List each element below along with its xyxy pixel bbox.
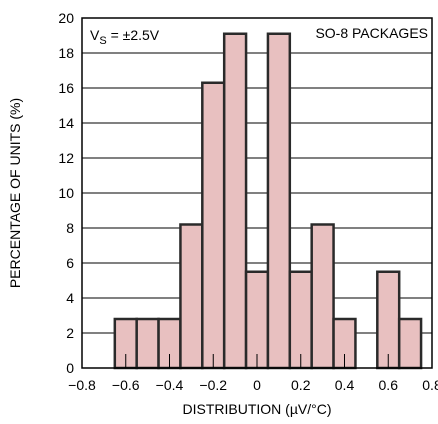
histogram-bar	[244, 270, 270, 370]
histogram-bar	[397, 317, 423, 370]
y-tick-label: 10	[58, 185, 74, 201]
x-tick-labels: −0.8 −0.6 −0.4 −0.2 0 0.2 0.4 0.6 0.8	[68, 354, 438, 393]
x-tick-label: 0.2	[291, 377, 311, 393]
y-tick-label: 6	[66, 255, 74, 271]
y-tick-label: 18	[58, 45, 74, 61]
y-tick-label: 12	[58, 150, 74, 166]
histogram-bar	[288, 270, 313, 370]
histogram-bars	[113, 32, 423, 370]
x-tick-label: 0.6	[379, 377, 399, 393]
y-tick-label: 20	[58, 10, 74, 26]
x-tick-label: −0.8	[68, 377, 96, 393]
grid-lines	[82, 52, 432, 334]
x-tick-label: −0.2	[199, 377, 227, 393]
y-axis-label: PERCENTAGE OF UNITS (%)	[7, 98, 23, 288]
y-tick-label: 14	[58, 115, 74, 131]
y-tick-label: 16	[58, 80, 74, 96]
x-tick-label: 0	[253, 377, 261, 393]
x-tick-label: −0.6	[112, 377, 140, 393]
histogram-bar	[266, 32, 292, 370]
y-tick-label: 0	[66, 360, 74, 376]
x-tick-label: 0.8	[422, 377, 438, 393]
histogram-bar	[201, 81, 226, 370]
y-tick-labels: 0 2 4 6 8 10 12 14 16 18 20	[58, 10, 74, 376]
histogram-bar	[222, 32, 248, 370]
x-axis-label: DISTRIBUTION (µV/°C)	[183, 401, 332, 417]
histogram-bar	[376, 270, 401, 370]
histogram-bar	[310, 223, 335, 370]
package-annotation: SO-8 PACKAGES	[315, 25, 428, 41]
y-tick-label: 4	[66, 290, 74, 306]
x-tick-label: −0.4	[156, 377, 184, 393]
histogram-bar	[135, 317, 160, 370]
y-tick-label: 2	[66, 325, 74, 341]
x-tick-label: 0.4	[335, 377, 355, 393]
supply-annotation: VS = ±2.5V	[90, 27, 160, 47]
y-tick-label: 8	[66, 220, 74, 236]
histogram-bar	[179, 223, 204, 370]
